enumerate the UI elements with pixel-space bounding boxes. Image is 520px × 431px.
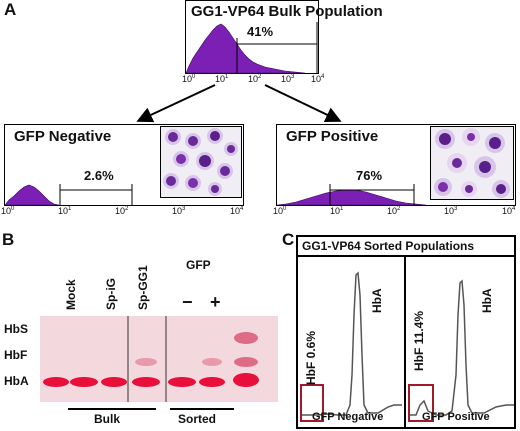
hplc-center-divider [404, 255, 406, 427]
group-label-bulk: Bulk [94, 412, 121, 426]
lane-label-mock: Mock [64, 279, 78, 310]
gfp-negative-fill [4, 184, 60, 206]
band-label-hbs: HbS [4, 322, 28, 336]
bulk-tick-1: 101 [215, 74, 229, 84]
neg-tick-0: 100 [1, 206, 15, 216]
hplc-title: GG1-VP64 Sorted Populations [302, 239, 475, 253]
group-label-sorted: Sorted [178, 412, 217, 426]
neg-tick-2: 102 [115, 206, 129, 216]
gfp-positive-cytospin-image [430, 126, 514, 200]
gfp-negative-plot [4, 124, 244, 206]
cytospin-cells [434, 128, 510, 198]
bulk-gate-percent: 41% [247, 24, 274, 39]
gfp-sort-label: GFP [186, 258, 211, 272]
hplc-pos-hbf-label: HbF 11.4% [412, 310, 426, 371]
hbf-highlight-box-positive [408, 384, 434, 422]
gfp-negative-cytospin-image [160, 126, 242, 198]
gfp-negative-gate-percent: 2.6% [84, 168, 114, 183]
cytospin-cells [163, 128, 238, 196]
hplc-pos-xlabel: GFP Positive [422, 411, 490, 423]
gating-arrows [136, 84, 342, 123]
bulk-tick-3: 103 [281, 74, 295, 84]
bulk-bracket [68, 408, 156, 410]
hplc-panel: GG1-VP64 Sorted Populations HbF 0.6% HbA… [296, 235, 516, 429]
neg-tick-1: 101 [58, 206, 72, 216]
arrow-to-negative [136, 84, 216, 123]
gfp-plus-sign: + [210, 292, 221, 312]
neg-tick-3: 103 [172, 206, 186, 216]
lane-label-sp-ig: Sp-iG [104, 278, 118, 310]
hplc-negative-trace [300, 271, 402, 422]
panel-b-letter: B [2, 230, 15, 249]
hplc-neg-hba-label: HbA [370, 288, 384, 313]
arrow-to-positive [264, 84, 342, 123]
bulk-histogram: GG1-VP64 Bulk Population 41% 100 101 102… [182, 0, 383, 84]
gfp-positive-title: GFP Positive [286, 128, 379, 145]
bulk-histogram-title: GG1-VP64 Bulk Population [191, 3, 383, 20]
gel-bands [43, 316, 259, 402]
hbf-highlight-box-negative [300, 384, 324, 422]
pos-tick-4: 104 [502, 206, 516, 216]
gfp-minus-sign: − [182, 292, 193, 312]
bulk-histogram-plot [185, 0, 319, 74]
bulk-tick-0: 100 [182, 74, 196, 84]
panel-c-letter: C [282, 230, 295, 249]
pos-tick-0: 100 [273, 206, 287, 216]
neg-tick-4: 104 [230, 206, 244, 216]
bulk-histogram-fill [185, 23, 306, 74]
gfp-positive-plot [276, 124, 516, 206]
gfp-positive-gate-percent: 76% [356, 168, 383, 183]
pos-tick-3: 103 [444, 206, 458, 216]
gfp-positive-histogram: GFP Positive 76% 100 101 102 103 104 [273, 124, 516, 219]
pos-tick-1: 101 [330, 206, 344, 216]
band-label-hba: HbA [4, 374, 29, 388]
bulk-tick-2: 102 [248, 74, 262, 84]
gel-image [40, 316, 278, 402]
panel-a-letter: A [4, 0, 17, 19]
lane-label-sp-gg1: Sp-GG1 [136, 265, 150, 310]
pos-tick-2: 102 [387, 206, 401, 216]
hplc-pos-hba-label: HbA [480, 288, 494, 313]
hplc-neg-hbf-label: HbF 0.6% [304, 330, 318, 385]
gfp-negative-title: GFP Negative [14, 128, 112, 145]
hplc-positive-trace [408, 279, 514, 422]
sorted-bracket [170, 408, 234, 410]
bulk-tick-4: 104 [311, 74, 325, 84]
band-label-hbf: HbF [4, 348, 28, 362]
gfp-positive-fill [276, 189, 427, 206]
hplc-neg-xlabel: GFP Negative [312, 411, 384, 423]
hplc-title-divider [298, 255, 514, 257]
gfp-negative-histogram: GFP Negative 2.6% 100 101 102 103 104 [1, 124, 244, 219]
